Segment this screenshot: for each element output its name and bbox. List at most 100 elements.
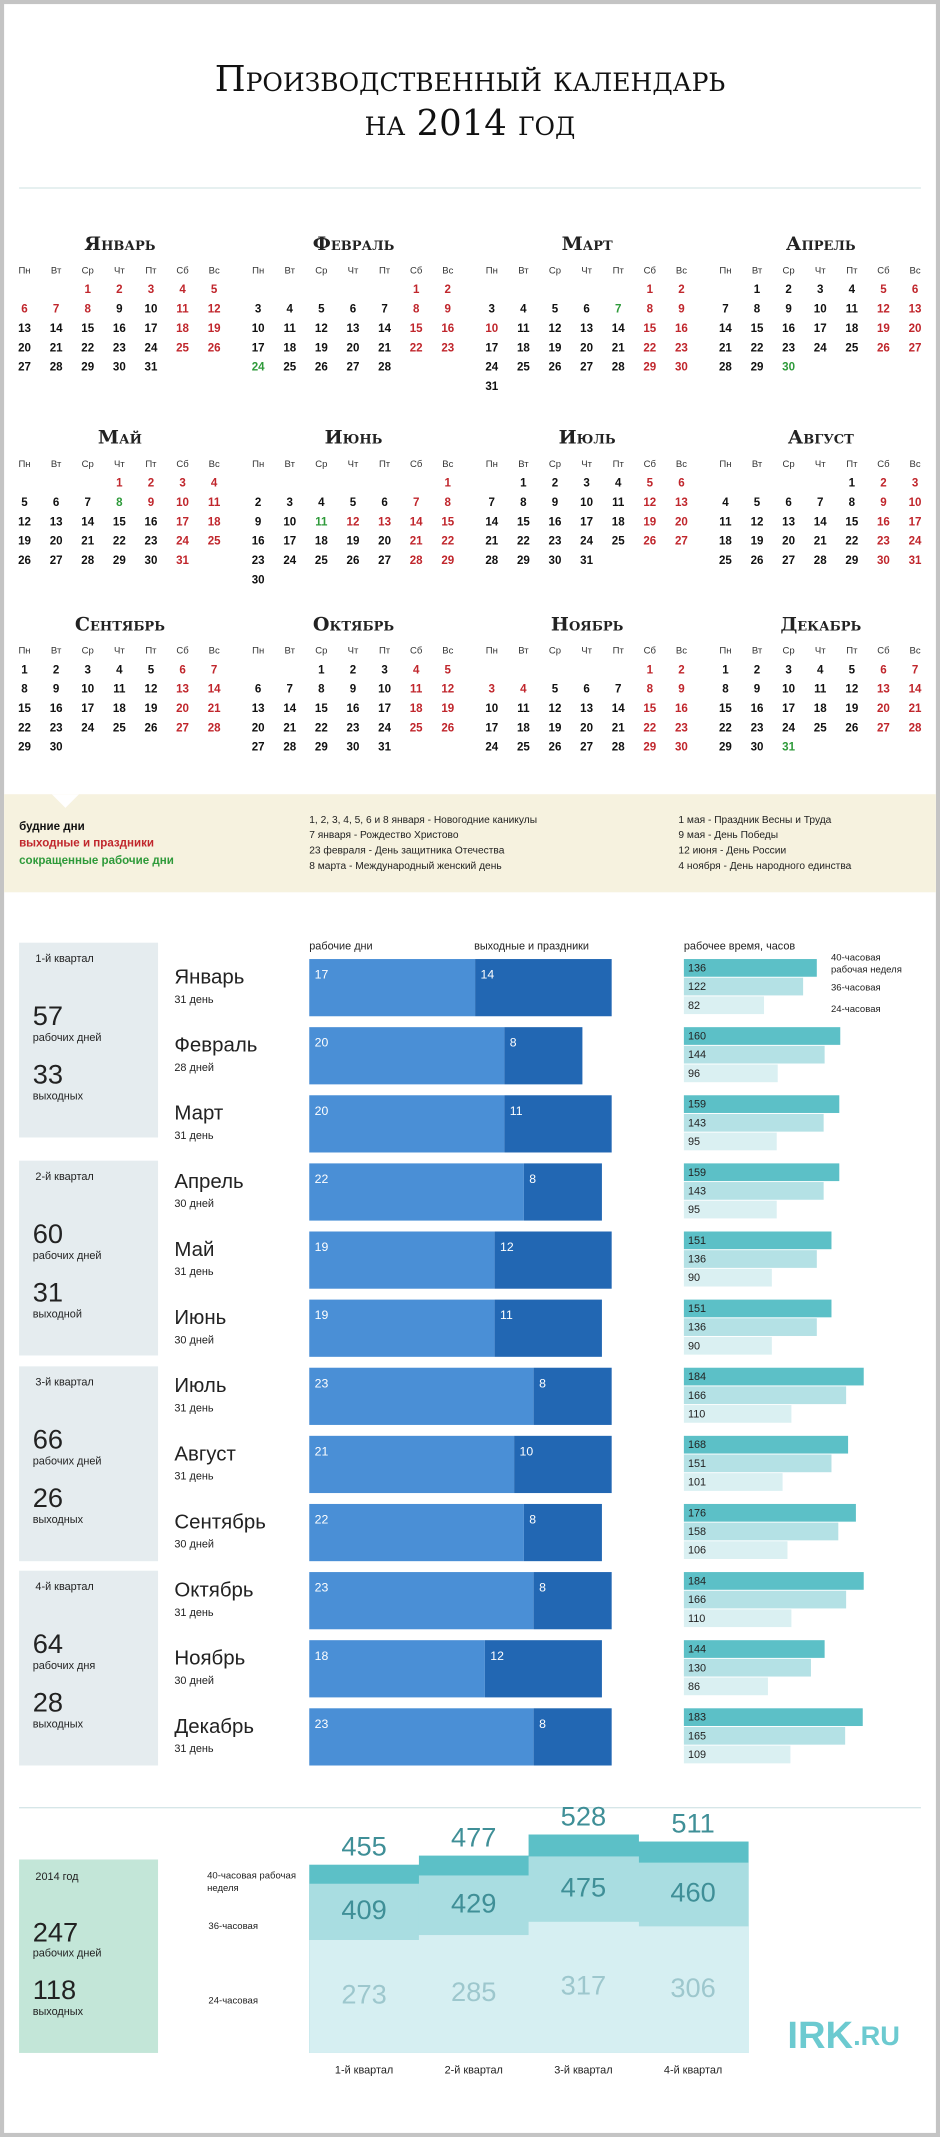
day: 27 [176, 722, 189, 734]
day: 21 [814, 536, 827, 548]
day: 30 [549, 555, 562, 567]
weekday: Вт [51, 266, 62, 277]
day: 5 [754, 497, 761, 509]
hours-bar [683, 1640, 825, 1658]
month-days: 30 дней [174, 1539, 214, 1551]
day: 11 [517, 323, 530, 335]
quarter-work: 64 [33, 1628, 63, 1659]
day: 1 [413, 284, 420, 296]
weekday: Пн [486, 646, 498, 657]
quarter-work-label: рабочих дней [33, 1250, 102, 1262]
day: 23 [347, 722, 360, 734]
month-name: Март [174, 1103, 223, 1125]
day: 22 [18, 722, 31, 734]
series-legend-box: 36-часовая [831, 984, 881, 994]
bar-label: 12 [500, 1240, 514, 1254]
weekday: Ср [549, 459, 561, 470]
day: 12 [347, 516, 360, 528]
day: 24 [782, 722, 795, 734]
day: 8 [318, 684, 325, 696]
day: 24 [81, 722, 94, 734]
hours-bar [683, 1745, 791, 1764]
weekday: Пт [846, 459, 858, 470]
hours-label: 109 [688, 1749, 706, 1761]
day: 27 [580, 362, 593, 374]
weekday: Пн [719, 646, 731, 657]
month-name: Май [174, 1239, 214, 1261]
holiday-note: 9 мая - День Победы [678, 829, 778, 841]
month-name: Апрель [174, 1171, 243, 1193]
bar-label: 22 [315, 1513, 329, 1527]
hours-label: 165 [688, 1730, 706, 1742]
day: 25 [814, 722, 827, 734]
day: 26 [877, 342, 890, 354]
day: 8 [85, 304, 92, 316]
series-legend-box: 40-часовая рабочая неделя [831, 954, 902, 976]
day: 24 [283, 555, 296, 567]
hours-label: 166 [688, 1594, 706, 1606]
day: 1 [21, 664, 28, 676]
day: 3 [583, 478, 590, 490]
day: 6 [179, 664, 186, 676]
weekday: Вс [676, 646, 687, 657]
day: 27 [50, 555, 63, 567]
day: 17 [378, 703, 391, 715]
day: 23 [549, 536, 562, 548]
weekday: Пт [379, 266, 391, 277]
quarter-panel [19, 1160, 159, 1356]
day: 12 [751, 516, 764, 528]
day: 23 [675, 722, 688, 734]
day: 29 [719, 742, 732, 754]
day: 18 [814, 703, 827, 715]
bar [309, 1299, 495, 1357]
hours-label: 96 [688, 1068, 700, 1080]
weekday: Вс [676, 266, 687, 277]
hours-label: 136 [688, 1322, 706, 1334]
weekday: Вс [442, 266, 453, 277]
hours-bar [683, 1200, 777, 1219]
day: 24 [909, 536, 922, 548]
area-label: 475 [561, 1871, 606, 1902]
weekday: Пн [486, 266, 498, 277]
day: 13 [18, 323, 31, 335]
day: 31 [580, 555, 593, 567]
x-tick-label: 4-й квартал [664, 2065, 722, 2077]
day: 31 [782, 742, 795, 754]
year-off-label: выходных [33, 2006, 84, 2018]
day: 17 [909, 516, 922, 528]
quarter-work: 66 [33, 1423, 63, 1454]
hours-bar [683, 1113, 824, 1132]
bar-label: 17 [315, 968, 329, 982]
quarter-panel [19, 942, 159, 1138]
area-label: 409 [341, 1894, 386, 1925]
day: 15 [18, 703, 31, 715]
day: 25 [315, 555, 328, 567]
day: 9 [678, 684, 684, 696]
weekday: Вс [442, 646, 453, 657]
day: 12 [208, 304, 221, 316]
day: 11 [113, 684, 126, 696]
holiday-note: 1 мая - Праздник Весны и Труда [678, 815, 831, 826]
day: 24 [176, 536, 189, 548]
title: Производственный календарь [215, 59, 726, 100]
day: 1 [520, 478, 527, 490]
day: 18 [719, 536, 732, 548]
bar [504, 1027, 583, 1085]
bar-label: 18 [315, 1649, 329, 1663]
day: 7 [85, 497, 91, 509]
bar [309, 959, 476, 1017]
chart-title: рабочее время, часов [684, 941, 796, 953]
day: 9 [754, 684, 760, 696]
hours-bar [683, 996, 765, 1015]
day: 6 [255, 684, 262, 696]
day: 30 [252, 574, 265, 586]
weekday: Вт [518, 459, 529, 470]
bar [309, 1231, 495, 1289]
weekday: Пн [252, 459, 264, 470]
day: 18 [208, 516, 221, 528]
month-title: Июнь [325, 427, 383, 449]
quarter-work-label: рабочих дня [33, 1660, 96, 1672]
day: 16 [751, 703, 764, 715]
day: 4 [520, 304, 527, 316]
hours-label: 183 [688, 1712, 706, 1724]
